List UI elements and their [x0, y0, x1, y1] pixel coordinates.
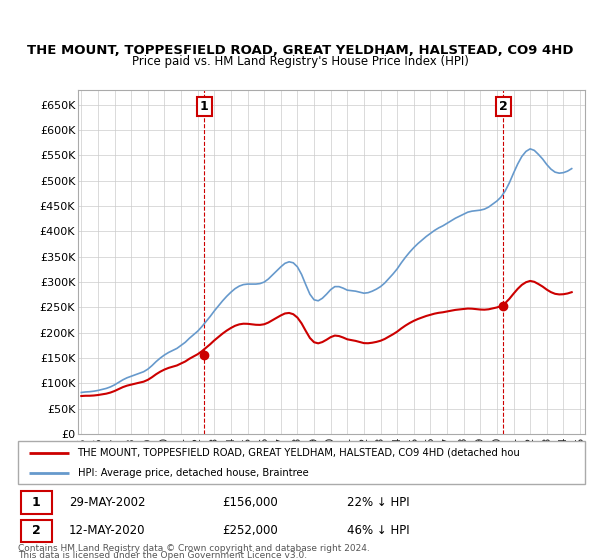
Text: HPI: Average price, detached house, Braintree: HPI: Average price, detached house, Brai…: [77, 468, 308, 478]
Text: £252,000: £252,000: [222, 524, 278, 537]
Text: 2: 2: [499, 100, 508, 113]
FancyBboxPatch shape: [21, 491, 52, 514]
Text: £156,000: £156,000: [222, 496, 278, 509]
Text: 22% ↓ HPI: 22% ↓ HPI: [347, 496, 409, 509]
Text: 1: 1: [32, 496, 41, 509]
Text: Contains HM Land Registry data © Crown copyright and database right 2024.: Contains HM Land Registry data © Crown c…: [18, 544, 370, 553]
Text: Price paid vs. HM Land Registry's House Price Index (HPI): Price paid vs. HM Land Registry's House …: [131, 55, 469, 68]
Text: THE MOUNT, TOPPESFIELD ROAD, GREAT YELDHAM, HALSTEAD, CO9 4HD: THE MOUNT, TOPPESFIELD ROAD, GREAT YELDH…: [27, 44, 573, 57]
Text: 1: 1: [200, 100, 208, 113]
Text: 29-MAY-2002: 29-MAY-2002: [69, 496, 146, 509]
FancyBboxPatch shape: [21, 520, 52, 542]
Text: 2: 2: [32, 524, 41, 537]
Text: THE MOUNT, TOPPESFIELD ROAD, GREAT YELDHAM, HALSTEAD, CO9 4HD (detached hou: THE MOUNT, TOPPESFIELD ROAD, GREAT YELDH…: [77, 447, 520, 458]
Text: 46% ↓ HPI: 46% ↓ HPI: [347, 524, 409, 537]
Text: This data is licensed under the Open Government Licence v3.0.: This data is licensed under the Open Gov…: [18, 551, 307, 560]
Text: 12-MAY-2020: 12-MAY-2020: [69, 524, 146, 537]
FancyBboxPatch shape: [18, 441, 585, 484]
